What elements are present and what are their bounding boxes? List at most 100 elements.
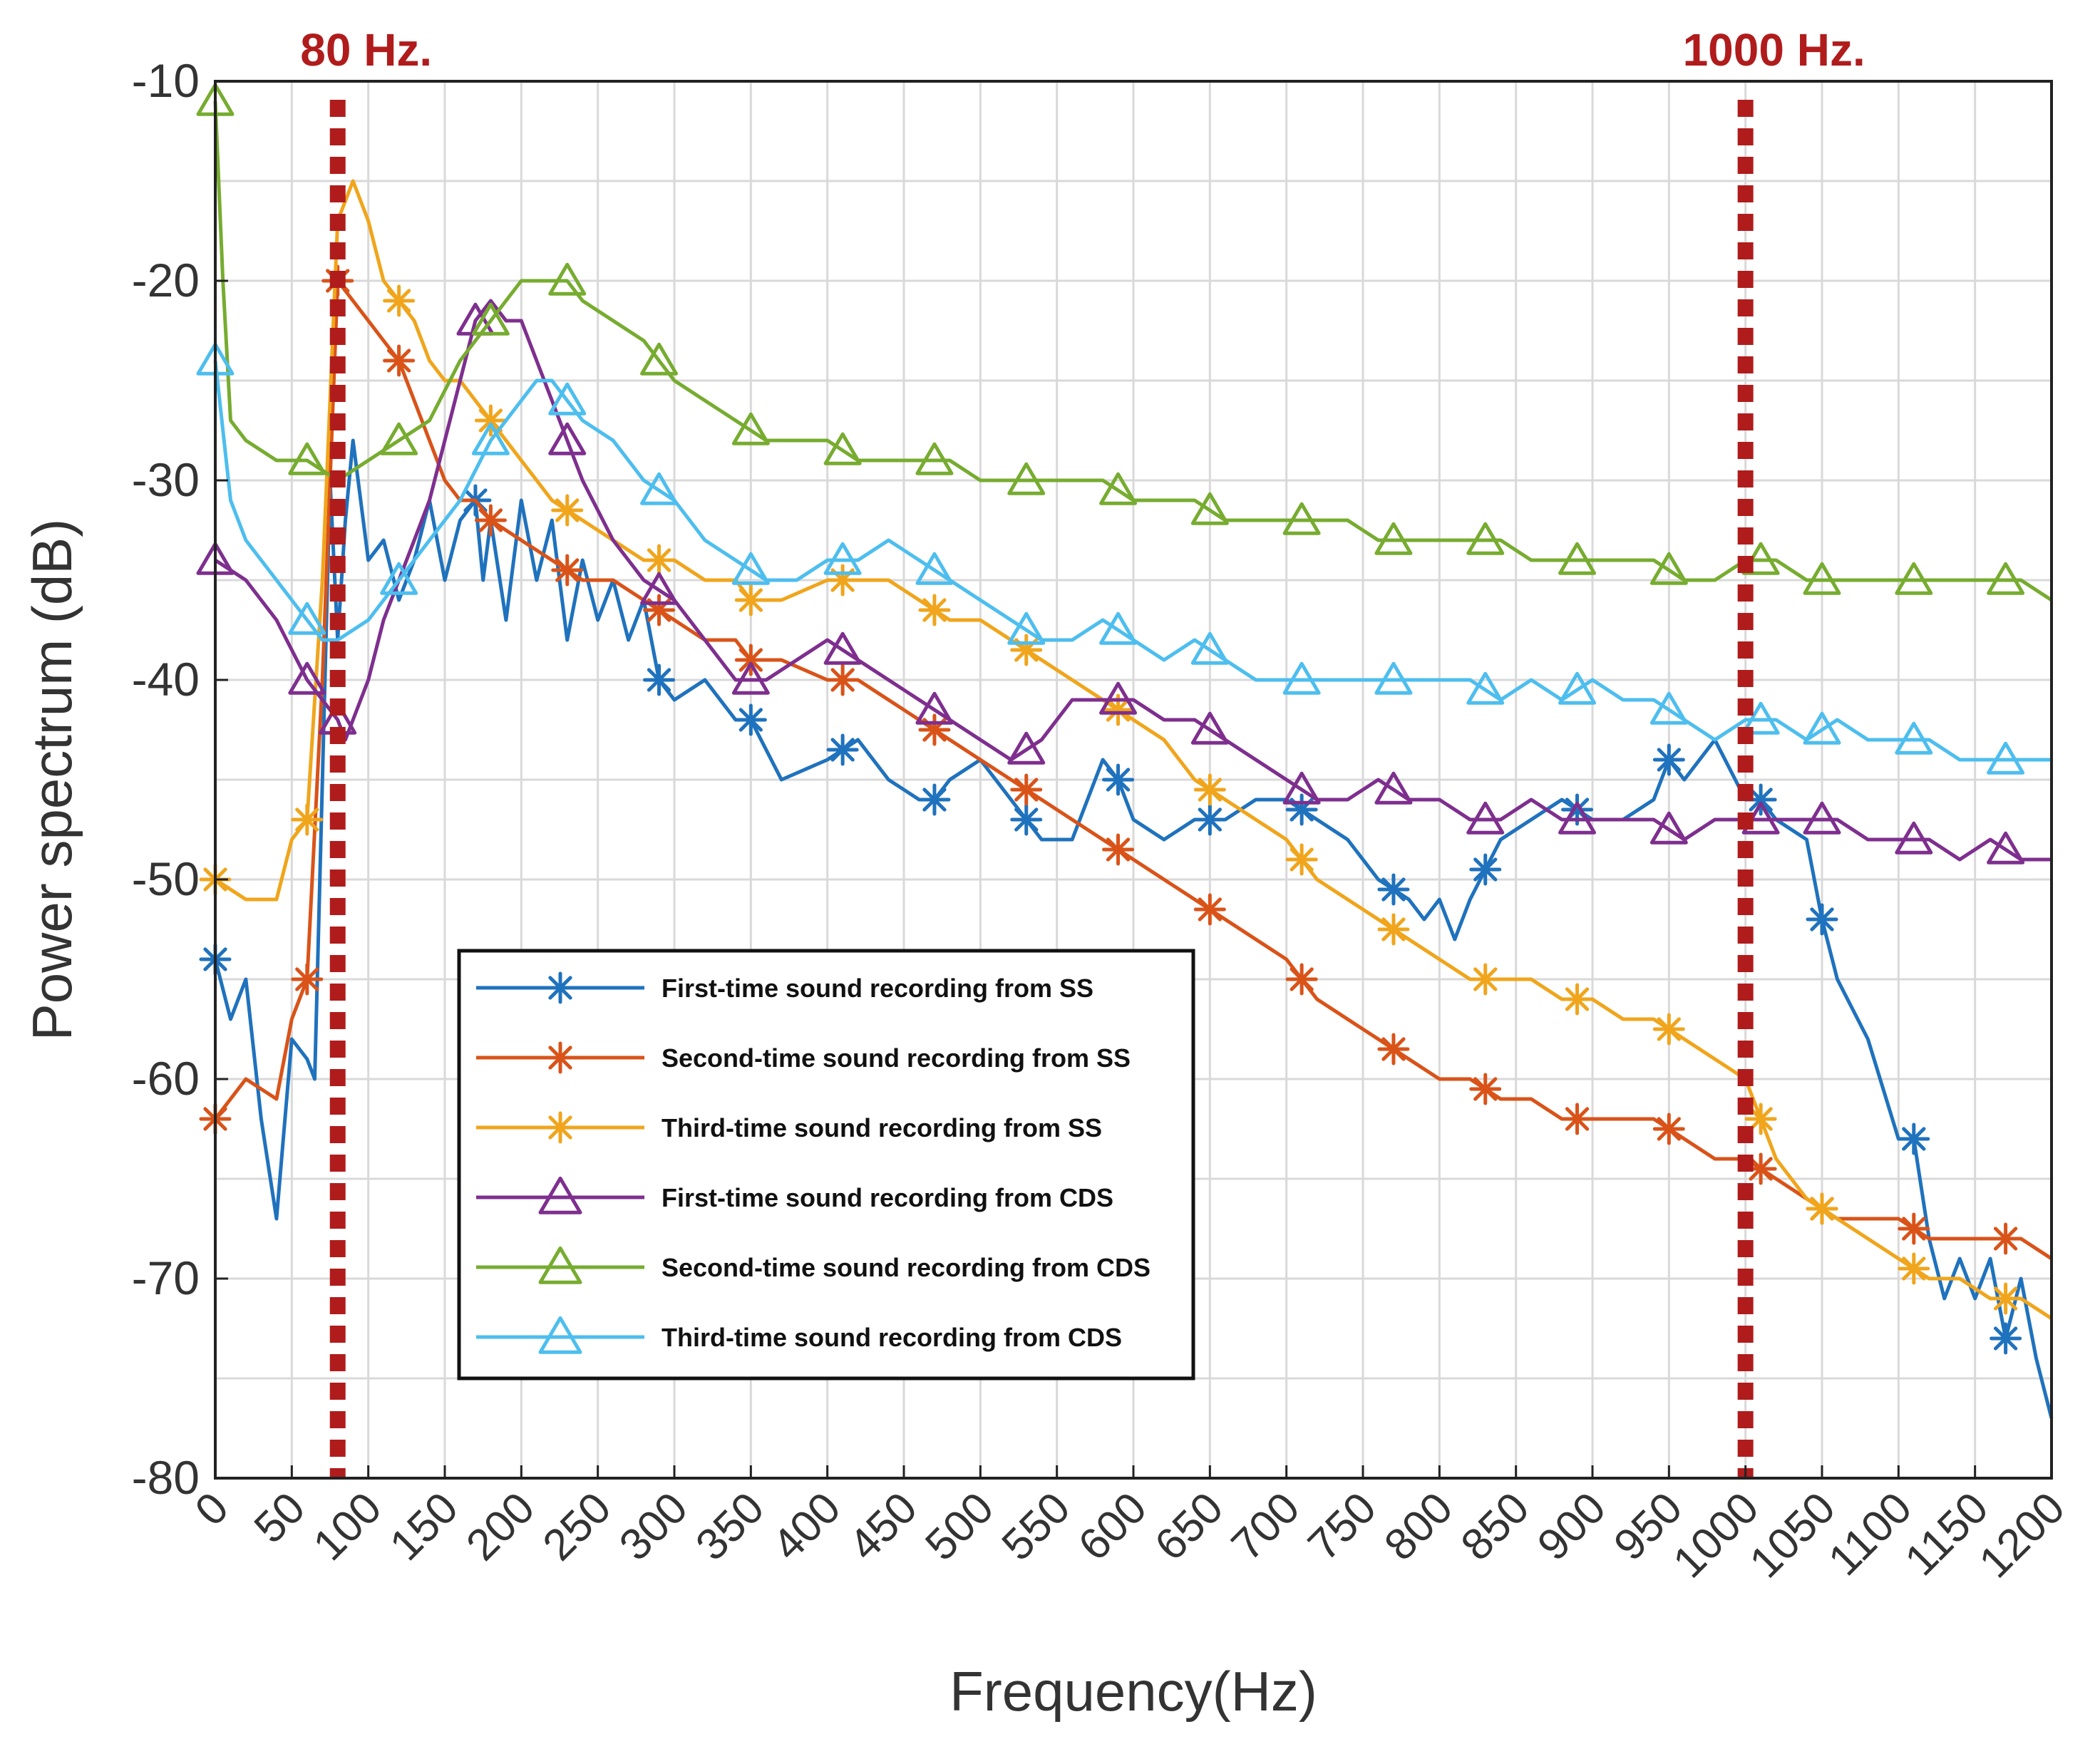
axis-ticks: 0 501001502002503003504004505005506006507… <box>132 54 2074 1587</box>
data-marker-triangle <box>1282 771 1321 805</box>
y-tick-label: -60 <box>132 1052 200 1105</box>
data-marker-asterisk <box>826 733 859 766</box>
data-marker-triangle <box>1558 801 1597 835</box>
y-axis-label: Power spectrum (dB) <box>21 519 83 1041</box>
annotation-label: 1000 Hz. <box>1683 24 1865 76</box>
data-marker-triangle <box>1282 502 1321 535</box>
data-marker-asterisk <box>291 803 324 836</box>
data-marker-triangle <box>380 422 418 455</box>
data-marker-triangle <box>471 302 510 336</box>
data-marker-triangle <box>1649 691 1688 725</box>
legend-item: Second-time sound recording from SS <box>476 1041 1131 1074</box>
data-marker-asterisk <box>474 504 507 537</box>
data-marker-asterisk <box>1744 1103 1777 1135</box>
data-marker-asterisk <box>551 554 584 587</box>
data-marker-asterisk <box>1561 1103 1594 1135</box>
data-marker-asterisk <box>1010 773 1043 806</box>
legend: First-time sound recording from SS Second… <box>457 949 1195 1381</box>
data-marker-triangle <box>1466 522 1505 555</box>
series-4 <box>196 299 2052 865</box>
data-marker-asterisk <box>1102 763 1135 796</box>
x-axis-label: Frequency(Hz) <box>949 1660 1317 1723</box>
data-marker-triangle <box>1803 801 1841 835</box>
data-marker-asterisk <box>1377 1033 1410 1065</box>
data-marker-asterisk <box>826 664 859 696</box>
data-marker-triangle <box>1282 661 1321 695</box>
data-marker-asterisk <box>918 713 951 746</box>
legend-item: Third-time sound recording from CDS <box>476 1316 1122 1354</box>
data-marker-triangle <box>1007 731 1046 765</box>
legend-marker-triangle <box>538 1316 582 1354</box>
data-marker-triangle <box>1374 522 1413 555</box>
data-marker-asterisk <box>1469 963 1502 996</box>
data-marker-asterisk <box>1990 1322 2022 1355</box>
data-marker-triangle <box>1803 711 1841 745</box>
data-marker-triangle <box>1987 562 2025 595</box>
data-marker-triangle <box>548 382 587 416</box>
data-marker-asterisk <box>1469 853 1502 886</box>
annotation-label: 80 Hz. <box>300 24 432 76</box>
data-marker-asterisk <box>643 664 676 696</box>
data-marker-asterisk <box>734 703 767 736</box>
y-tick-label: -20 <box>132 254 200 306</box>
data-marker-asterisk <box>1285 843 1318 876</box>
data-marker-triangle <box>548 422 587 455</box>
series-line <box>213 100 2053 602</box>
data-marker-asterisk <box>1285 793 1318 826</box>
data-marker-triangle <box>1190 631 1229 665</box>
data-marker-triangle <box>640 572 679 605</box>
data-marker-triangle <box>1803 562 1841 595</box>
data-marker-asterisk <box>734 644 767 676</box>
data-marker-asterisk <box>1010 634 1043 666</box>
series-line <box>213 438 2054 1419</box>
data-marker-asterisk <box>1990 1282 2022 1315</box>
series-line <box>214 299 2052 862</box>
data-marker-triangle <box>471 422 510 455</box>
legend-label: Third-time sound recording from CDS <box>662 1323 1122 1352</box>
data-marker-asterisk <box>1806 903 1838 936</box>
series-layer <box>196 83 2054 1419</box>
legend-marker-asterisk <box>544 1111 577 1144</box>
data-marker-triangle <box>731 412 770 445</box>
data-marker-triangle <box>1374 661 1413 695</box>
data-marker-triangle <box>288 442 326 475</box>
data-marker-triangle <box>1466 671 1505 705</box>
legend-marker-triangle <box>538 1176 582 1214</box>
data-marker-triangle <box>1895 721 1933 755</box>
data-marker-triangle <box>1099 472 1138 505</box>
data-marker-asterisk <box>1193 773 1226 806</box>
data-marker-triangle <box>288 602 326 635</box>
data-marker-triangle <box>915 442 954 475</box>
data-marker-asterisk <box>474 404 507 437</box>
legend-label: Second-time sound recording from CDS <box>662 1253 1151 1282</box>
data-marker-asterisk <box>1285 963 1318 996</box>
data-marker-triangle <box>731 552 770 585</box>
legend-label: Third-time sound recording from SS <box>662 1113 1102 1142</box>
data-marker-asterisk <box>1469 1073 1502 1105</box>
legend-item: First-time sound recording from SS <box>476 971 1093 1004</box>
data-marker-triangle <box>380 562 418 595</box>
data-marker-triangle <box>823 432 862 465</box>
data-marker-asterisk <box>1377 873 1410 906</box>
series-6 <box>196 342 2052 775</box>
legend-label: First-time sound recording from CDS <box>662 1183 1113 1212</box>
data-marker-triangle <box>1741 701 1780 735</box>
data-marker-triangle <box>1558 671 1597 705</box>
data-marker-asterisk <box>383 284 416 317</box>
data-marker-asterisk <box>826 564 859 597</box>
y-tick-label: -70 <box>132 1252 200 1304</box>
data-marker-asterisk <box>1898 1212 1930 1245</box>
data-marker-triangle <box>1190 711 1229 745</box>
data-marker-asterisk <box>1990 1222 2022 1255</box>
data-marker-asterisk <box>918 783 951 816</box>
legend-item: First-time sound recording from CDS <box>476 1176 1113 1214</box>
data-marker-asterisk <box>734 584 767 616</box>
data-marker-triangle <box>1895 562 1933 595</box>
data-marker-triangle <box>1987 741 2025 775</box>
data-marker-triangle <box>823 631 862 665</box>
data-marker-triangle <box>548 262 587 296</box>
data-marker-asterisk <box>1898 1123 1930 1155</box>
data-marker-triangle <box>1649 552 1688 585</box>
legend-label: Second-time sound recording from SS <box>662 1043 1131 1073</box>
